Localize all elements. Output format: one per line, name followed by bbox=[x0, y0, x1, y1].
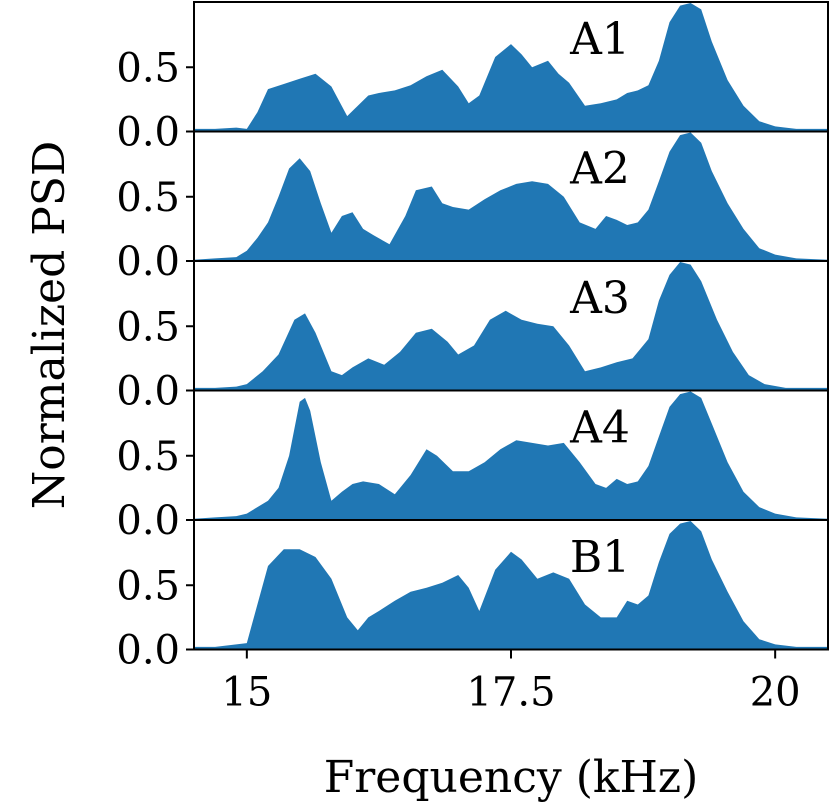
panel-b1: 0.0 0.5 B1 bbox=[116, 519, 829, 674]
y-tick-label: 0.0 bbox=[116, 628, 180, 674]
psd-area-a2 bbox=[194, 132, 828, 261]
psd-area-b1 bbox=[194, 521, 828, 650]
x-tick-label: 15 bbox=[221, 670, 272, 716]
y-tick-label: 0.5 bbox=[116, 175, 180, 221]
y-tick-label: 0.0 bbox=[116, 239, 180, 285]
panel-a4: 0.0 0.5 A4 bbox=[116, 389, 829, 544]
panel-label: A4 bbox=[569, 403, 630, 454]
panel-label: A3 bbox=[569, 273, 630, 324]
y-tick-label: 0.0 bbox=[116, 369, 180, 415]
psd-area-a4 bbox=[194, 391, 828, 520]
psd-area-a3 bbox=[194, 262, 828, 391]
panel-a3: 0.0 0.5 A3 bbox=[116, 260, 829, 415]
y-tick-label: 0.5 bbox=[116, 304, 180, 350]
x-axis: 15 17.5 20 bbox=[221, 649, 801, 716]
panel-label: A1 bbox=[569, 14, 630, 65]
x-tick-label: 20 bbox=[750, 670, 801, 716]
y-tick-label: 0.0 bbox=[116, 110, 180, 156]
panel-a2: 0.0 0.5 A2 bbox=[116, 130, 829, 285]
panel-a1: 0.0 0.5 A1 bbox=[116, 1, 829, 156]
y-tick-label: 0.5 bbox=[116, 434, 180, 480]
x-tick-label: 17.5 bbox=[466, 670, 555, 716]
panel-label: A2 bbox=[569, 144, 630, 195]
y-tick-label: 0.5 bbox=[116, 563, 180, 609]
y-tick-label: 0.5 bbox=[116, 45, 180, 91]
psd-area-a1 bbox=[194, 3, 828, 132]
x-axis-label: Frequency (kHz) bbox=[324, 752, 699, 803]
y-tick-label: 0.0 bbox=[116, 498, 180, 544]
y-axis-label: Normalized PSD bbox=[24, 141, 75, 510]
panel-label: B1 bbox=[570, 532, 630, 583]
panels-group: 0.0 0.5 A1 0.0 0.5 A2 0.0 0.5 A3 0.0 0.5 A4 0.0 0.5 B1 bbox=[116, 1, 829, 674]
